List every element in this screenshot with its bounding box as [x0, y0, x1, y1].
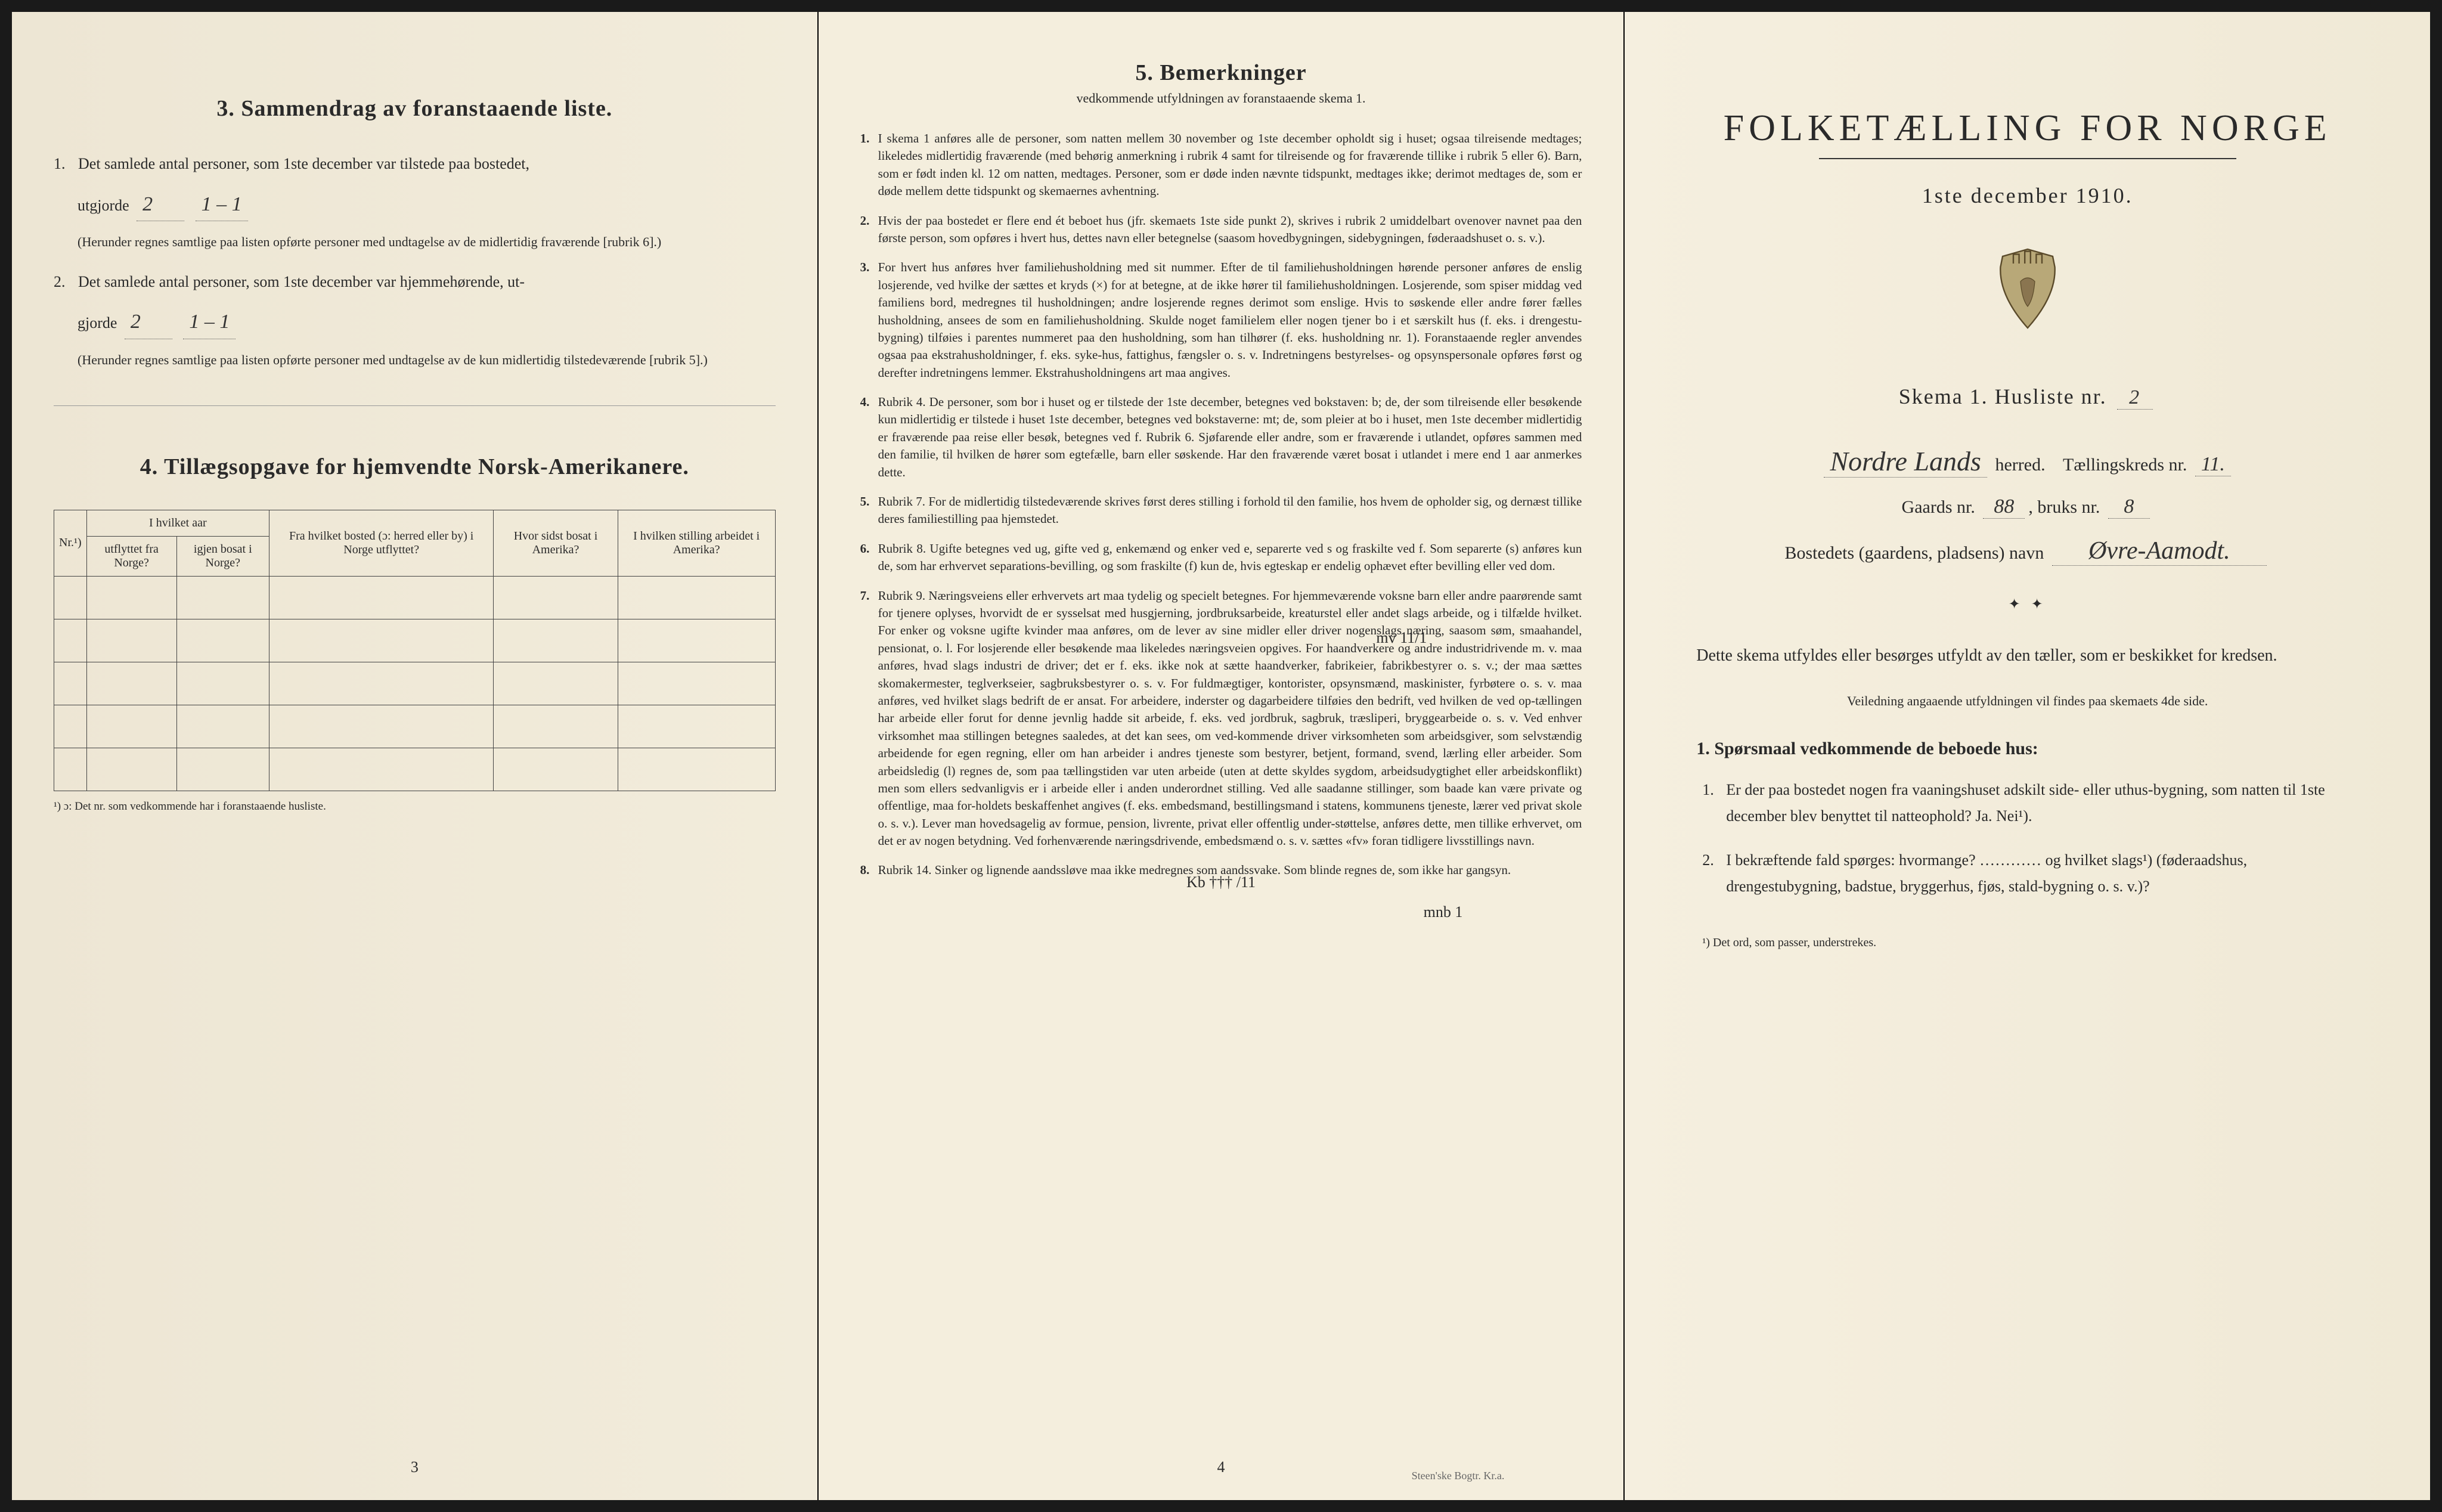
- count-hjemme-2: 1 – 1: [183, 306, 235, 339]
- count-hjemme-1: 2: [125, 306, 172, 339]
- bosted-line: Bostedets (gaardens, pladsens) navn Øvre…: [1666, 537, 2388, 566]
- th-utflyttet: utflyttet fra Norge?: [86, 536, 176, 576]
- ornament-divider: ✦ ✦: [1666, 596, 2388, 613]
- husliste-nr: 2: [2117, 386, 2153, 410]
- remark-item: 6.Rubrik 8. Ugifte betegnes ved ug, gift…: [860, 540, 1582, 575]
- page-number: 3: [411, 1458, 419, 1476]
- page-3-cover: FOLKETÆLLING FOR NORGE 1ste december 191…: [1625, 12, 2430, 1500]
- herred-line: Nordre Lands herred. Tællingskreds nr. 1…: [1666, 445, 2388, 478]
- remark-item: 5.Rubrik 7. For de midlertidig tilstedev…: [860, 493, 1582, 528]
- handwritten-mark-3: mnb 1: [1424, 903, 1463, 921]
- section-5-title: 5. Bemerkninger: [860, 60, 1582, 86]
- remark-item: 4.Rubrik 4. De personer, som bor i huset…: [860, 394, 1582, 481]
- herred-value: Nordre Lands: [1824, 445, 1987, 478]
- th-aar: I hvilket aar: [86, 510, 269, 536]
- question-heading: 1. Spørsmaal vedkommende de beboede hus:: [1696, 739, 2359, 759]
- table-footnote: ¹) ɔ: Det nr. som vedkommende har i fora…: [54, 800, 776, 813]
- gaards-nr: 88: [1983, 495, 2025, 519]
- printer-imprint: Steen'ske Bogtr. Kr.a.: [1412, 1470, 1505, 1482]
- item-2-fill: gjorde 2 1 – 1: [78, 306, 776, 339]
- table-row: [54, 576, 776, 619]
- remark-item: 7.Rubrik 9. Næringsveiens eller erhverve…: [860, 587, 1582, 850]
- item-1-note: (Herunder regnes samtlige paa listen opf…: [78, 233, 752, 252]
- page-2: 5. Bemerkninger vedkommende utfyldningen…: [819, 12, 1624, 1500]
- instruction-text: Dette skema utfyldes eller besørges utfy…: [1696, 643, 2359, 670]
- question-2: 2. I bekræftende fald spørges: hvormange…: [1702, 847, 2353, 900]
- th-hvor: Hvor sidst bosat i Amerika?: [494, 510, 618, 576]
- table-row: [54, 705, 776, 748]
- question-list: 1. Er der paa bostedet nogen fra vaaning…: [1702, 777, 2353, 900]
- schema-line: Skema 1. Husliste nr. 2: [1666, 384, 2388, 410]
- remarks-list: 1.I skema 1 anføres alle de personer, so…: [860, 130, 1582, 879]
- remark-item: 1.I skema 1 anføres alle de personer, so…: [860, 130, 1582, 200]
- count-tilstede-1: 2: [137, 188, 184, 221]
- census-date: 1ste december 1910.: [1666, 183, 2388, 208]
- kreds-nr: 11.: [2195, 453, 2231, 476]
- page-number: 4: [1217, 1458, 1225, 1476]
- main-title: FOLKETÆLLING FOR NORGE: [1666, 107, 2388, 150]
- th-igjen: igjen bosat i Norge?: [176, 536, 269, 576]
- th-nr: Nr.¹): [54, 510, 87, 576]
- guidance-note: Veiledning angaaende utfyldningen vil fi…: [1666, 693, 2388, 709]
- th-stilling: I hvilken stilling arbeidet i Amerika?: [618, 510, 775, 576]
- th-fra: Fra hvilket bosted (ɔ: herred eller by) …: [269, 510, 494, 576]
- table-row: [54, 662, 776, 705]
- coat-of-arms-icon: [1666, 244, 2388, 336]
- remark-item: 3.For hvert hus anføres hver familiehush…: [860, 259, 1582, 382]
- question-1: 1. Er der paa bostedet nogen fra vaaning…: [1702, 777, 2353, 829]
- table-row: [54, 619, 776, 662]
- section-5-subtitle: vedkommende utfyldningen av foranstaaend…: [860, 91, 1582, 106]
- bosted-navn: Øvre-Aamodt.: [2052, 537, 2267, 566]
- bruks-nr: 8: [2108, 495, 2150, 519]
- section-3-title: 3. Sammendrag av foranstaaende liste.: [54, 95, 776, 122]
- item-1-fill: utgjorde 2 1 – 1: [78, 188, 776, 221]
- footnote: ¹) Det ord, som passer, understrekes.: [1702, 936, 2353, 950]
- gaard-line: Gaards nr. 88, bruks nr. 8: [1666, 495, 2388, 519]
- section-4-title: 4. Tillægsopgave for hjemvendte Norsk-Am…: [54, 454, 776, 480]
- item-2: 2. Det samlede antal personer, som 1ste …: [54, 269, 776, 295]
- page-1: 3. Sammendrag av foranstaaende liste. 1.…: [12, 12, 817, 1500]
- supplementary-table: Nr.¹) I hvilket aar Fra hvilket bosted (…: [54, 510, 776, 791]
- census-document: 3. Sammendrag av foranstaaende liste. 1.…: [12, 12, 2430, 1500]
- handwritten-mark-2: Kb ††† /11: [1186, 873, 1256, 891]
- remark-item: 2.Hvis der paa bostedet er flere end ét …: [860, 212, 1582, 247]
- count-tilstede-2: 1 – 1: [196, 188, 248, 221]
- handwritten-mark-1: mv 11/1: [1376, 629, 1427, 646]
- table-row: [54, 748, 776, 791]
- item-2-note: (Herunder regnes samtlige paa listen opf…: [78, 351, 752, 370]
- item-1: 1. Det samlede antal personer, som 1ste …: [54, 151, 776, 176]
